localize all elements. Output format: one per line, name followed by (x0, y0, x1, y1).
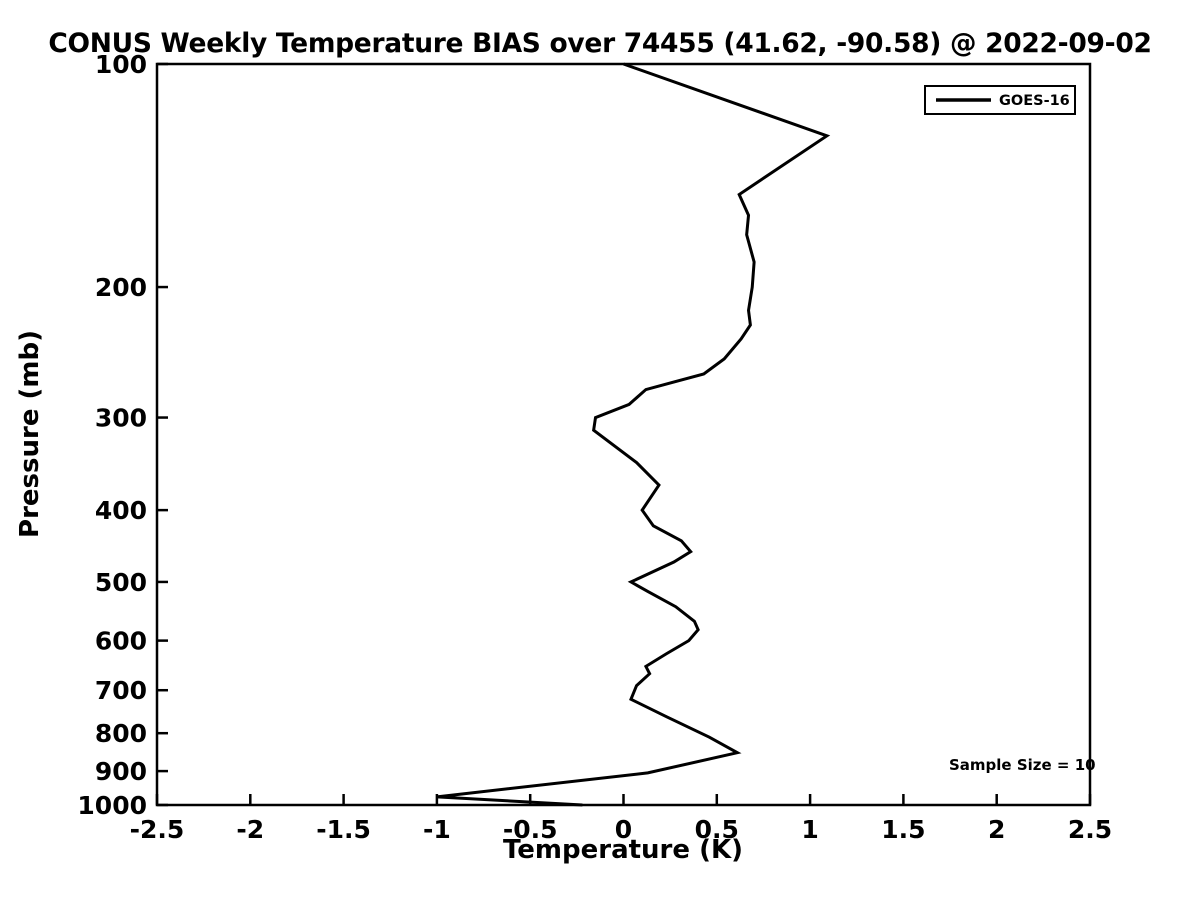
y-tick-label: 500 (95, 568, 147, 597)
chart-title: CONUS Weekly Temperature BIAS over 74455… (48, 28, 1152, 59)
data-line-goes-16 (436, 62, 831, 807)
x-tick-label: 2.5 (1068, 815, 1112, 844)
x-tick-label: 1 (801, 815, 818, 844)
y-tick-label: 800 (95, 719, 147, 748)
y-tick-label: 1000 (77, 791, 147, 820)
x-tick-label: 2 (988, 815, 1005, 844)
x-tick-label: -2.5 (130, 815, 185, 844)
x-axis-ticks (155, 794, 1092, 805)
data-series-group (436, 62, 831, 807)
y-axis-ticks (157, 62, 168, 807)
annotation-sample-size: Sample Size = 10 (949, 756, 1096, 774)
x-axis-tick-labels: -2.5 -2 -1.5 -1 -0.5 0 0.5 1 1.5 2 2.5 (130, 815, 1112, 844)
y-tick-label: 700 (95, 676, 147, 705)
y-tick-label: 600 (95, 627, 147, 656)
y-tick-label: 400 (95, 496, 147, 525)
x-tick-label: 1.5 (881, 815, 925, 844)
x-tick-label: -2 (236, 815, 264, 844)
plot-axes-frame (155, 62, 1092, 807)
x-tick-label: -1 (423, 815, 451, 844)
y-tick-label: 300 (95, 404, 147, 433)
x-tick-label: 0.5 (695, 815, 739, 844)
x-tick-label: -1.5 (316, 815, 371, 844)
chart-legend[interactable]: GOES-16 (924, 85, 1076, 115)
y-tick-label: 900 (95, 757, 147, 786)
y-axis-title: Pressure (mb) (15, 330, 45, 538)
y-tick-label: 200 (95, 273, 147, 302)
y-axis-tick-labels: 100 200 300 400 500 600 700 800 900 1000 (77, 50, 147, 820)
x-tick-label: -0.5 (503, 815, 558, 844)
x-tick-label: 0 (615, 815, 632, 844)
x-axis-title: Temperature (K) (503, 835, 743, 865)
legend-label-goes-16: GOES-16 (999, 93, 1070, 109)
y-tick-label: 100 (95, 50, 147, 79)
